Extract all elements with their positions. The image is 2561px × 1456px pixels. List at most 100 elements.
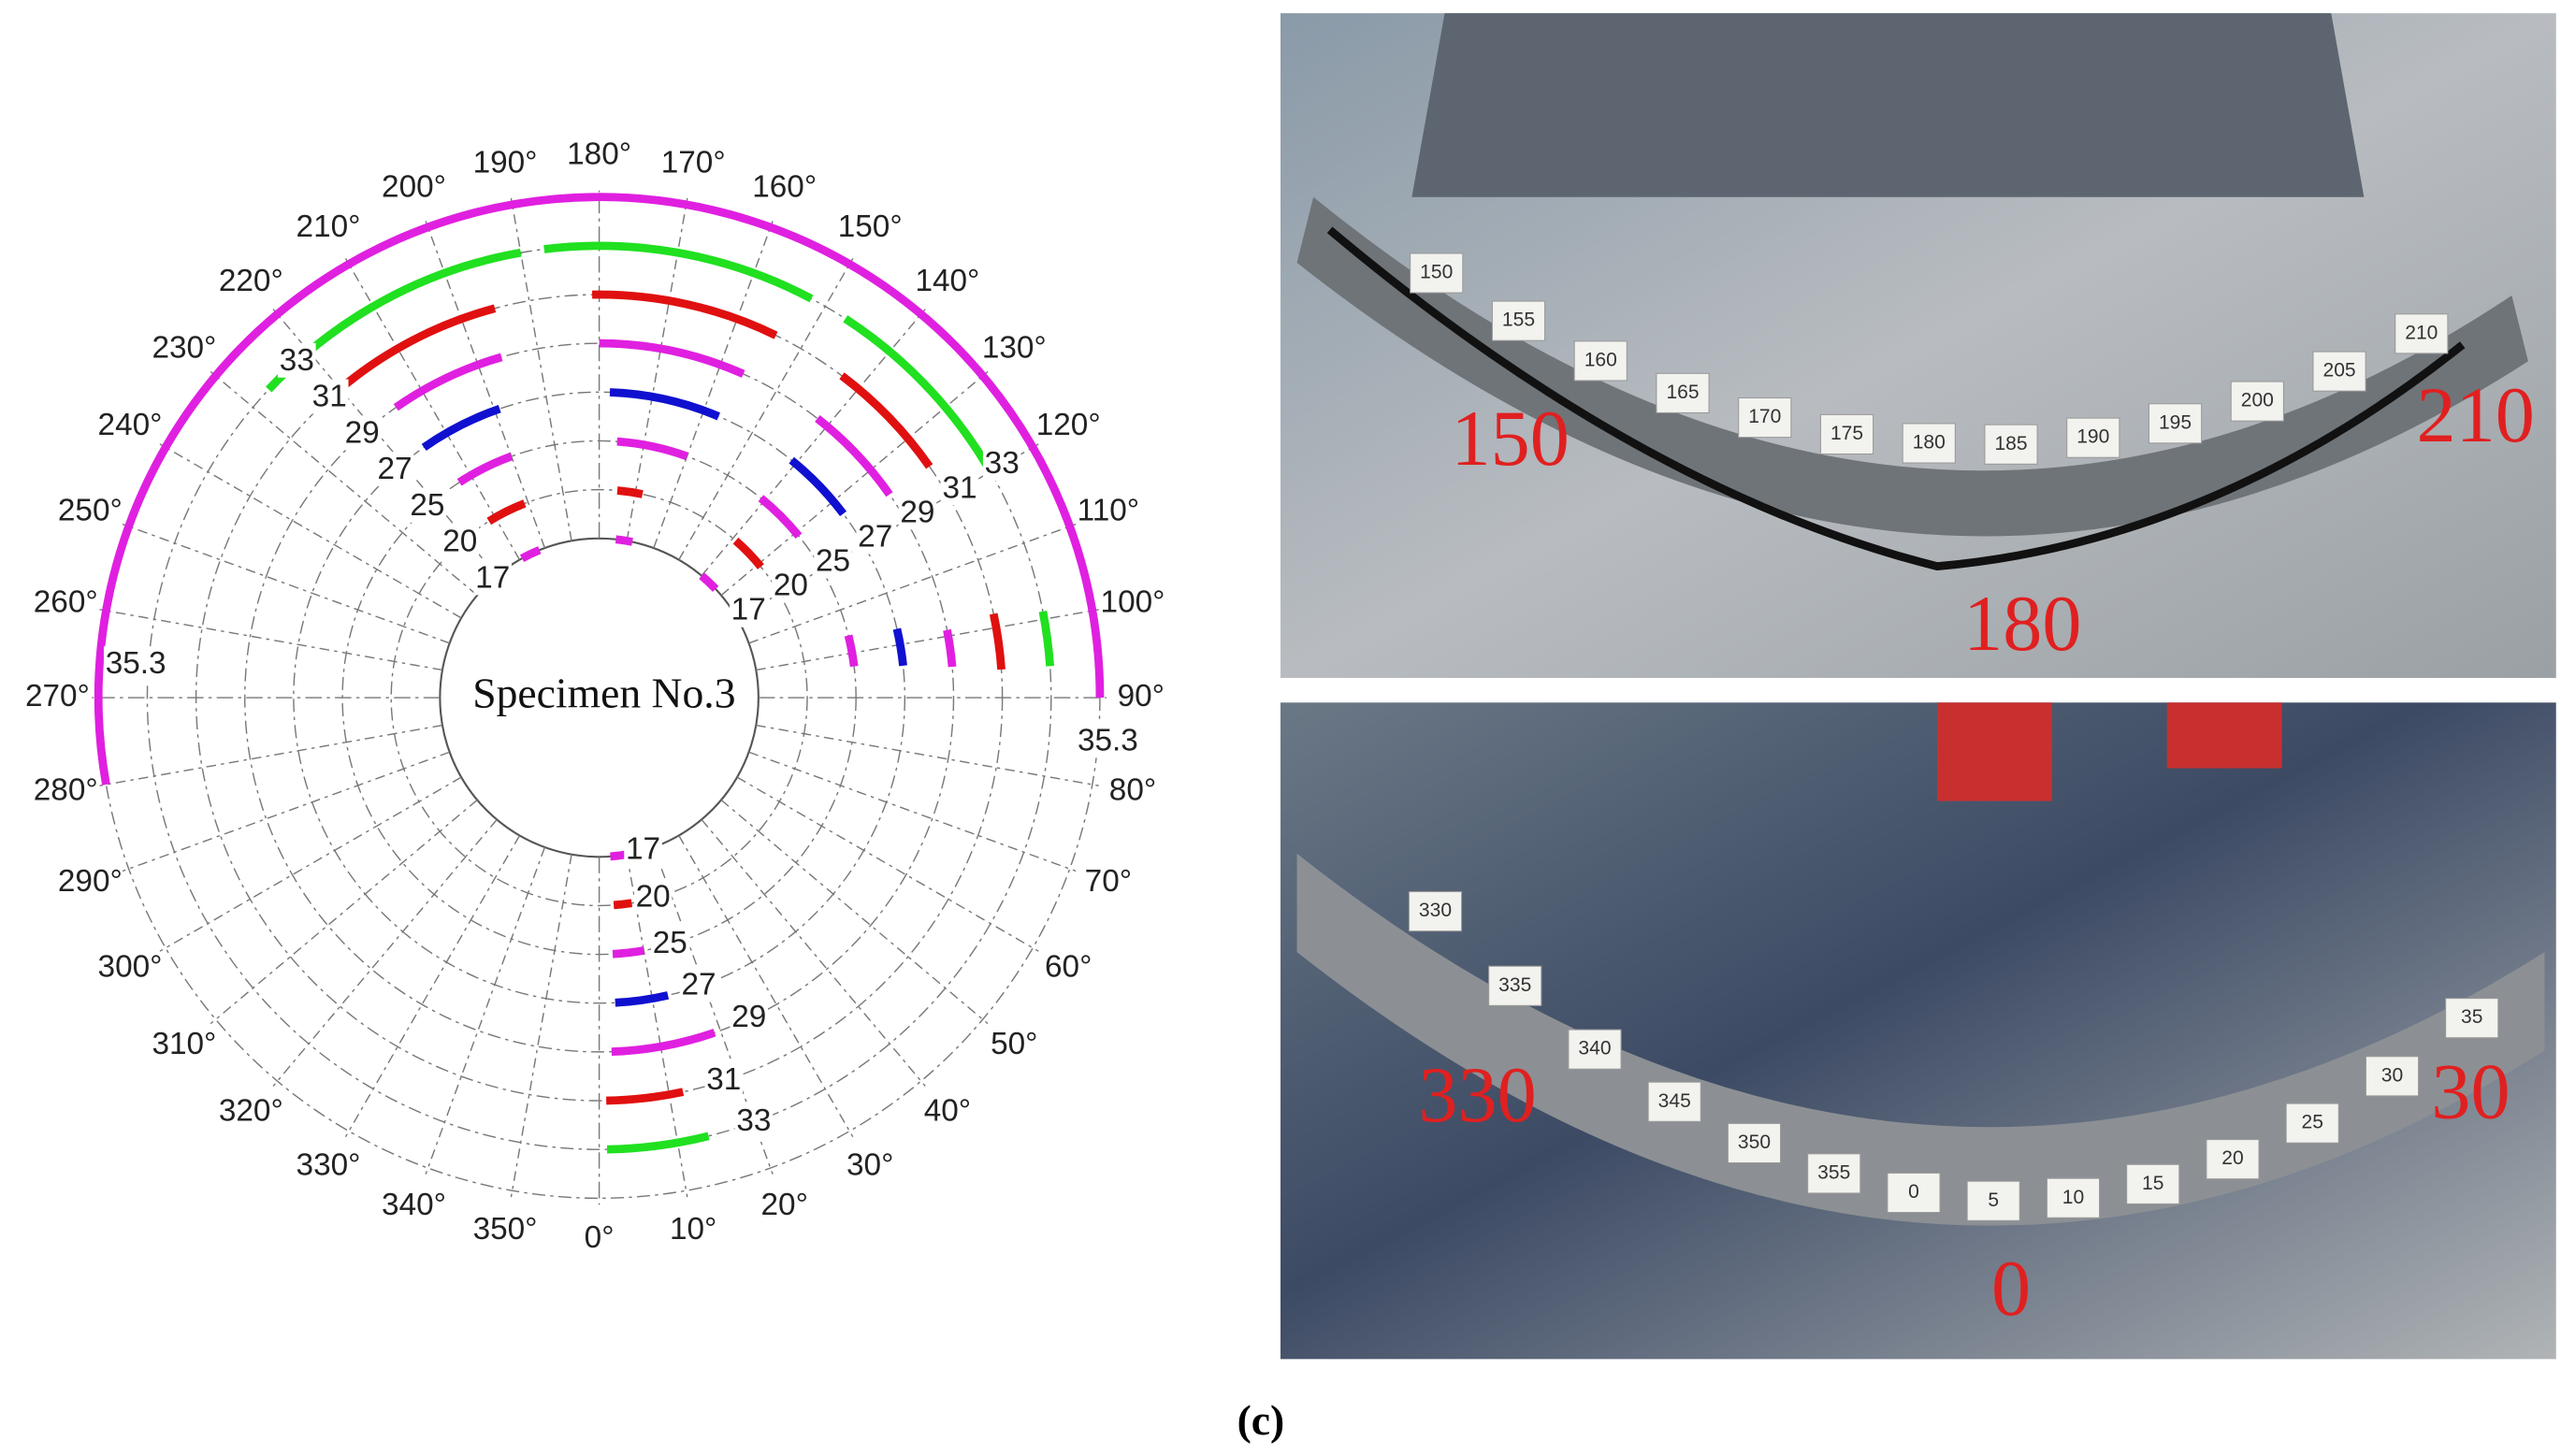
paper-tag [1491,300,1546,341]
series-label: 31 [706,1062,741,1097]
paper-tag [1568,1029,1622,1070]
crack-arc [612,946,645,959]
series-label: 17 [731,593,766,627]
tag-label: 355 [1817,1161,1850,1183]
theta-tick-label: 100° [1101,584,1165,619]
series-label: 27 [681,968,716,1002]
series-label: 17 [626,831,660,866]
tag-label: 340 [1578,1038,1611,1060]
tag-label: 335 [1498,974,1531,996]
theta-tick-label: 10° [670,1212,716,1247]
theta-tick-label: 120° [1036,408,1101,442]
photo-label: 0 [1991,1246,2031,1333]
series-label: 31 [312,380,347,414]
tag-label: 205 [2322,360,2355,382]
label-background [278,342,316,378]
paper-tag [2312,351,2366,392]
tag-label: 185 [1994,433,2027,454]
series-label: 29 [900,495,934,529]
crack-arc [421,404,501,452]
paper-tag [1807,1153,1861,1194]
crack-arc [94,193,1105,786]
photo-label: 150 [1452,396,1570,483]
label-background [704,1061,744,1097]
theta-tick-label: 40° [924,1094,971,1129]
tag-label: 30 [2381,1064,2403,1086]
theta-tick-label: 170° [661,145,726,180]
label-background [729,592,768,627]
grid-ring [293,391,906,1004]
tag-label: 165 [1666,382,1699,403]
tag-label: 160 [1584,349,1617,370]
weld-band [1296,196,2528,537]
paper-tag [1984,424,2038,465]
theta-tick-label: 50° [991,1027,1037,1061]
theta-tick-label: 350° [473,1212,538,1247]
crack-arc [758,495,803,540]
theta-tick-label: 210° [297,209,361,244]
crack-arc [699,572,719,592]
radial-grid-line [159,443,462,619]
crack-arc [844,634,859,668]
paper-tag [2445,998,2499,1039]
label-background [633,879,673,915]
paper-tag [1966,1180,2020,1221]
theta-tick-label: 110° [1078,494,1139,528]
radial-grid-line [272,818,498,1087]
theta-tick-label: 250° [58,494,123,528]
tag-box [2166,702,2282,769]
label-background [310,379,349,414]
tag-label: 155 [1502,310,1535,331]
tag-label: 25 [2302,1112,2323,1133]
tag-label: 175 [1830,423,1863,444]
crack-arc [615,535,633,546]
theta-tick-label: 130° [982,331,1047,366]
label-background [814,543,852,579]
theta-tick-label: 60° [1045,949,1092,984]
paper-tag [2230,381,2284,422]
crack-arc [609,388,720,421]
label-background [940,470,979,506]
label-background [772,568,810,603]
series-label: 20 [774,569,808,603]
series-label: 20 [442,525,477,559]
tag-label: 210 [2405,322,2438,343]
tag-label: 350 [1738,1132,1771,1153]
polar-chart: 0° 10° 20° 30° 40° 50° 60° 70° 80° 90° 100° 110° 120… [25,137,1165,1255]
label-background [441,524,480,559]
photo-label: 30 [2431,1048,2510,1135]
theta-tick-label: 310° [152,1027,216,1061]
paper-tag [1647,1081,1701,1122]
photo-label: 210 [2417,372,2535,459]
theta-tick-label: 0° [585,1220,615,1255]
radial-grid-line [210,799,478,1025]
paper-tag [2148,403,2203,444]
photo-top: 150 155 160 165 170 175 180 185 190 195 200 205 210 1… [1280,13,2556,678]
chart-title: Specimen No.3 [472,669,735,716]
series-label: 25 [410,488,444,523]
photo-label: 180 [1963,581,2081,668]
theta-tick-label: 280° [34,772,98,807]
theta-tick-label: 220° [219,264,283,298]
crack-arc [519,546,542,562]
grid-ring [244,342,955,1053]
theta-tick-label: 30° [846,1147,893,1182]
crack-arc [456,452,514,486]
paper-tag [2206,1139,2260,1180]
theta-tick-label: 340° [382,1188,446,1222]
crack-arc [592,290,778,339]
paper-tag [2395,313,2449,354]
tag-label: 35 [2461,1006,2482,1028]
series-label: 33 [736,1103,771,1138]
tag-label: 180 [1913,432,1946,454]
paper-tag [1573,340,1628,382]
series-label: 31 [943,470,977,505]
series-label: 29 [345,415,380,450]
radial-grid-line [344,835,521,1138]
paper-tag [1488,965,1542,1006]
crack-arc [843,315,991,468]
label-background [408,487,447,523]
radial-grid-line [159,776,462,952]
